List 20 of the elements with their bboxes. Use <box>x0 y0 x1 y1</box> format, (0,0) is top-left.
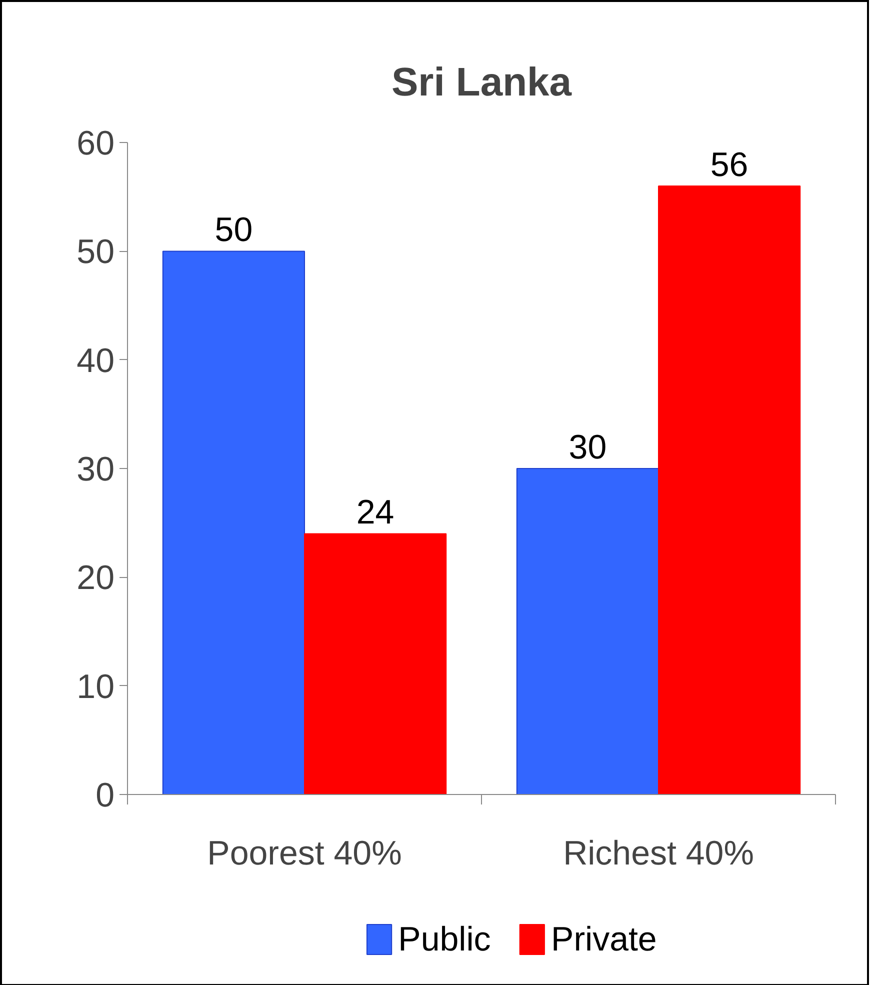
chart-title: Sri Lanka <box>391 60 572 104</box>
data-label: 24 <box>356 494 394 532</box>
x-tick-label: Poorest 40% <box>207 834 402 872</box>
x-tick-label: Richest 40% <box>563 834 754 872</box>
bar <box>658 186 801 794</box>
bar <box>304 533 447 794</box>
data-label: 50 <box>214 211 253 250</box>
legend-label: Public <box>398 920 491 958</box>
y-tick-label: 10 <box>76 668 115 706</box>
data-label: 30 <box>568 428 607 467</box>
bar <box>516 468 659 794</box>
y-tick-label: 60 <box>76 124 115 163</box>
data-label: 56 <box>710 146 748 184</box>
bar <box>162 250 305 794</box>
legend-label: Private <box>551 920 657 958</box>
y-tick-label: 20 <box>76 559 115 598</box>
y-tick-label: 50 <box>76 233 115 272</box>
y-tick-label: 40 <box>76 342 115 380</box>
y-tick-label: 30 <box>76 450 115 489</box>
y-tick-label: 0 <box>96 776 115 814</box>
